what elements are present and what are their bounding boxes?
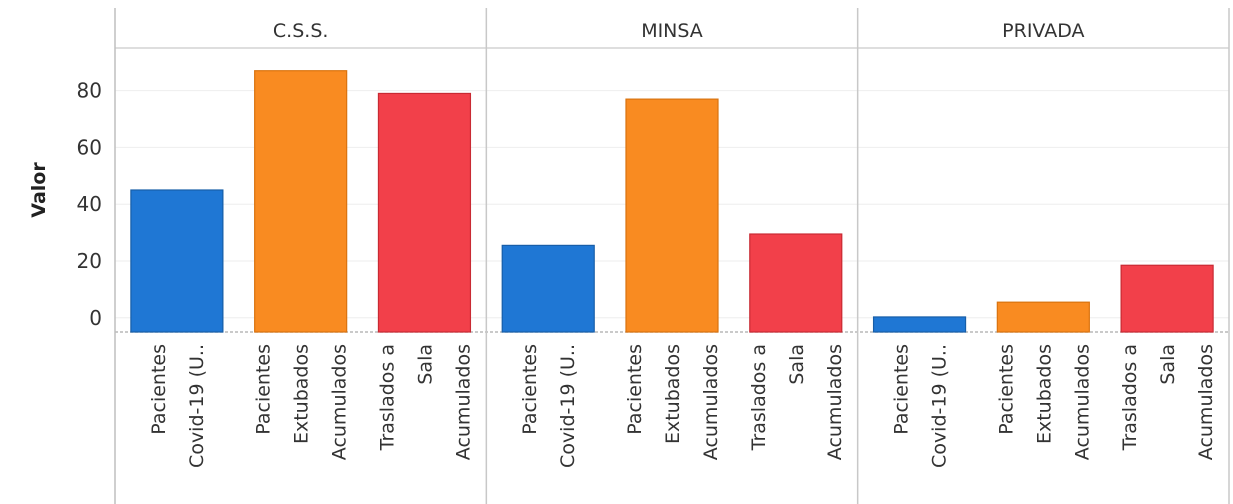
category-label: Covid-19 (U.. bbox=[186, 344, 208, 468]
panel-header-label: PRIVADA bbox=[1002, 20, 1084, 42]
category-label: Pacientes bbox=[148, 344, 170, 435]
category-labels: Pacientes Covid-19 (U.. Pacientes Extubados… bbox=[148, 344, 1217, 468]
category-label: Extubados bbox=[662, 344, 684, 444]
y-tick-label: 20 bbox=[77, 249, 102, 273]
bars-layer bbox=[130, 70, 1214, 333]
category-label: Sala bbox=[1157, 344, 1179, 385]
panel-header-label: C.S.S. bbox=[273, 20, 329, 42]
y-axis-label: Valor bbox=[28, 162, 50, 218]
y-axis: 0 20 40 60 80 bbox=[77, 79, 102, 330]
category-label: Sala bbox=[786, 344, 808, 385]
bar bbox=[501, 244, 595, 333]
bar bbox=[996, 301, 1090, 333]
y-tick-label: 40 bbox=[77, 192, 102, 216]
y-tick-label: 60 bbox=[77, 135, 102, 159]
category-label: Traslados a bbox=[1119, 344, 1141, 451]
bar bbox=[130, 189, 224, 333]
bar bbox=[377, 92, 472, 333]
category-label: Acumulados bbox=[824, 344, 846, 460]
bar bbox=[872, 316, 967, 333]
bar bbox=[625, 98, 719, 333]
category-label: Pacientes bbox=[253, 344, 275, 435]
panel-header-label: MINSA bbox=[641, 20, 703, 42]
category-label: Pacientes bbox=[995, 344, 1017, 435]
category-label: Covid-19 (U.. bbox=[929, 344, 951, 468]
category-label: Acumulados bbox=[700, 344, 722, 460]
category-label: Acumulados bbox=[329, 344, 351, 460]
bar bbox=[254, 70, 348, 333]
bar bbox=[1120, 264, 1214, 333]
category-label: Pacientes bbox=[519, 344, 541, 435]
category-label: Sala bbox=[414, 344, 436, 385]
panel-headers: C.S.S. MINSA PRIVADA bbox=[273, 20, 1085, 42]
category-label: Acumulados bbox=[452, 344, 474, 460]
category-label: Pacientes bbox=[624, 344, 646, 435]
y-tick-label: 80 bbox=[77, 79, 102, 103]
category-label: Extubados bbox=[1033, 344, 1055, 444]
bar bbox=[749, 233, 843, 333]
category-label: Traslados a bbox=[748, 344, 770, 451]
category-label: Acumulados bbox=[1195, 344, 1217, 460]
y-tick-label: 0 bbox=[89, 306, 102, 330]
category-label: Extubados bbox=[291, 344, 313, 444]
category-label: Covid-19 (U.. bbox=[557, 344, 579, 468]
category-label: Traslados a bbox=[376, 344, 398, 451]
category-label: Pacientes bbox=[891, 344, 913, 435]
category-label: Acumulados bbox=[1071, 344, 1093, 460]
